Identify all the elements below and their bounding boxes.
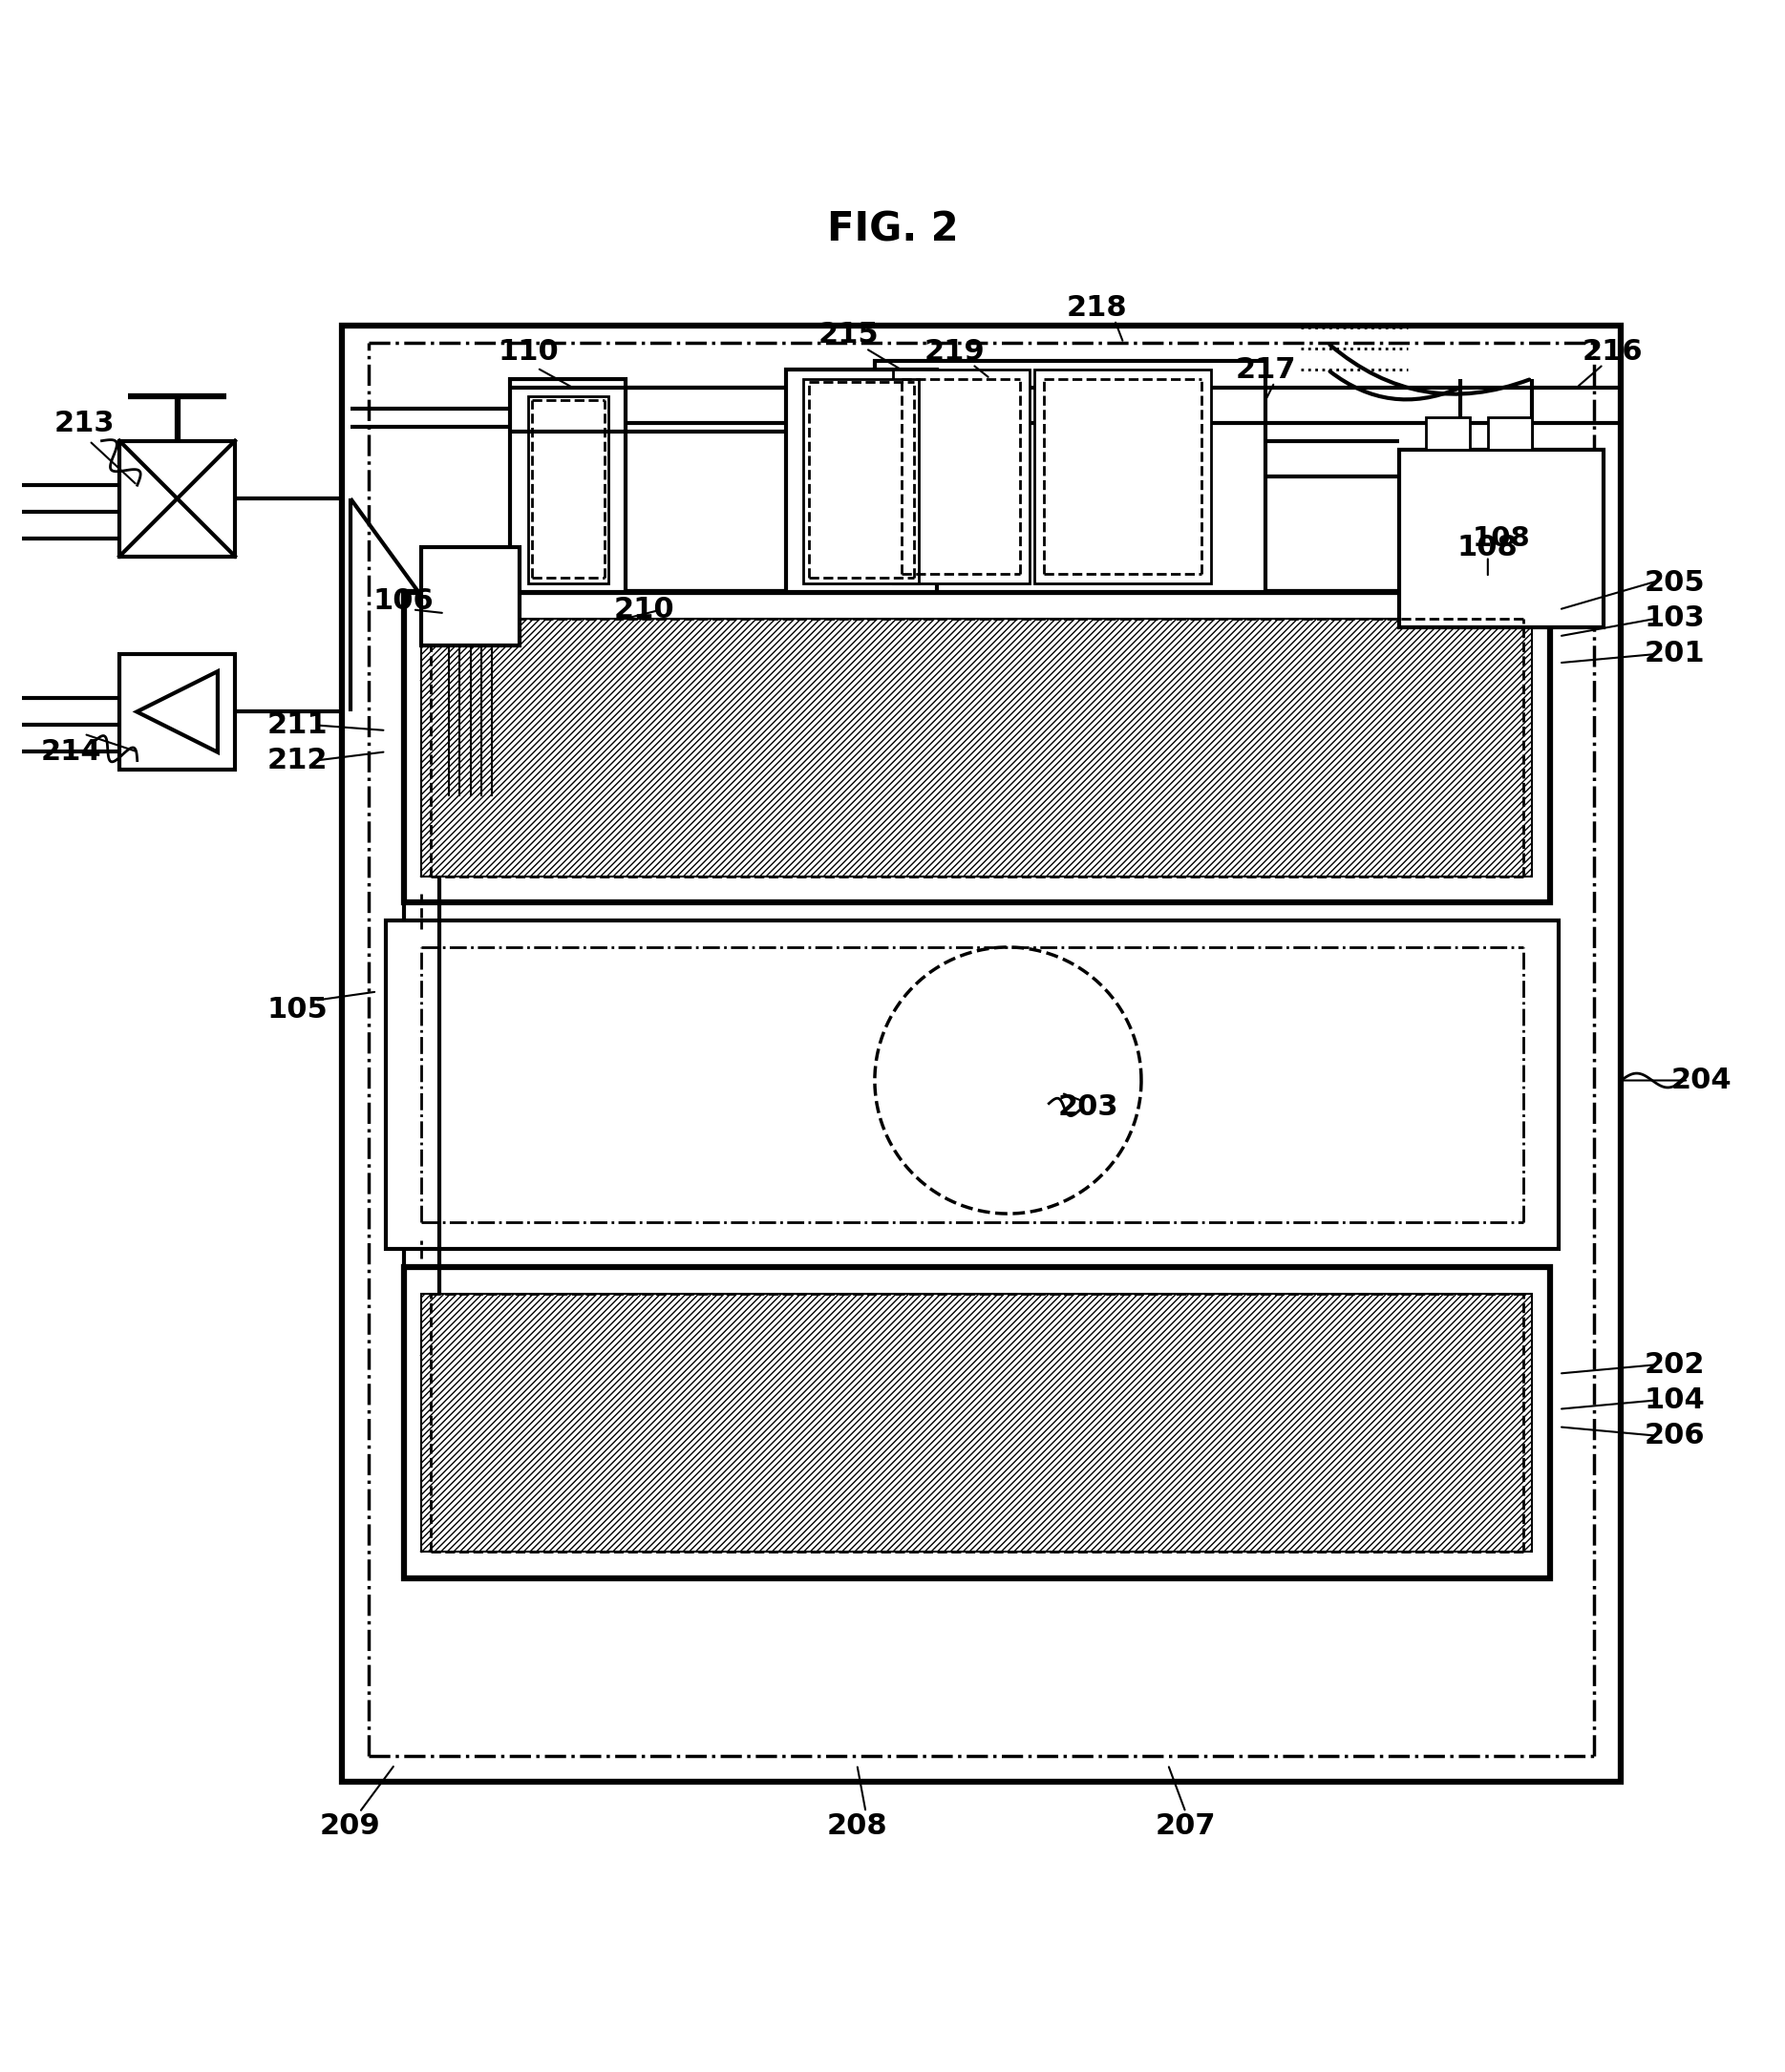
Bar xyxy=(528,396,609,582)
Bar xyxy=(120,441,236,555)
Text: 203: 203 xyxy=(1059,1094,1117,1121)
Bar xyxy=(403,593,1549,903)
Bar xyxy=(120,655,236,769)
Bar xyxy=(421,682,537,876)
Text: 106: 106 xyxy=(373,586,434,615)
Text: 217: 217 xyxy=(1235,356,1296,383)
Text: 213: 213 xyxy=(54,408,114,437)
Text: 110: 110 xyxy=(498,338,559,367)
Text: 218: 218 xyxy=(1066,294,1128,321)
Text: 210: 210 xyxy=(614,597,675,624)
Text: 214: 214 xyxy=(41,738,102,765)
Bar xyxy=(421,1293,1532,1552)
Bar xyxy=(421,1355,537,1552)
Text: 215: 215 xyxy=(818,321,878,348)
Text: 212: 212 xyxy=(268,746,327,775)
Bar xyxy=(1489,419,1532,450)
Bar xyxy=(785,369,937,593)
Bar xyxy=(386,920,1558,1249)
Text: 205: 205 xyxy=(1644,570,1705,597)
Text: 207: 207 xyxy=(1155,1813,1216,1840)
Bar xyxy=(511,379,627,593)
Text: 216: 216 xyxy=(1582,338,1642,367)
Text: 202: 202 xyxy=(1644,1351,1705,1378)
Text: 211: 211 xyxy=(266,711,328,740)
Text: 104: 104 xyxy=(1644,1386,1705,1413)
Bar xyxy=(1399,450,1603,628)
Text: 208: 208 xyxy=(826,1813,887,1840)
Text: 105: 105 xyxy=(266,995,328,1024)
Bar xyxy=(892,369,1030,582)
Bar xyxy=(1408,682,1523,876)
Bar xyxy=(1426,419,1471,450)
Bar xyxy=(421,617,1532,876)
Text: FIG. 2: FIG. 2 xyxy=(826,209,959,251)
Bar xyxy=(1408,1355,1523,1552)
Text: 108: 108 xyxy=(1473,524,1530,551)
Text: 209: 209 xyxy=(320,1813,380,1840)
Text: 201: 201 xyxy=(1644,640,1705,667)
Bar xyxy=(875,361,1266,593)
Text: 103: 103 xyxy=(1644,605,1705,632)
Text: 204: 204 xyxy=(1671,1067,1731,1094)
Text: 108: 108 xyxy=(1457,535,1519,562)
Text: 206: 206 xyxy=(1644,1421,1705,1450)
Bar xyxy=(403,1266,1549,1579)
Bar xyxy=(341,325,1621,1782)
Bar xyxy=(1035,369,1210,582)
Bar xyxy=(803,379,919,582)
Polygon shape xyxy=(137,671,218,752)
Bar xyxy=(421,547,519,644)
Text: 219: 219 xyxy=(925,338,985,367)
